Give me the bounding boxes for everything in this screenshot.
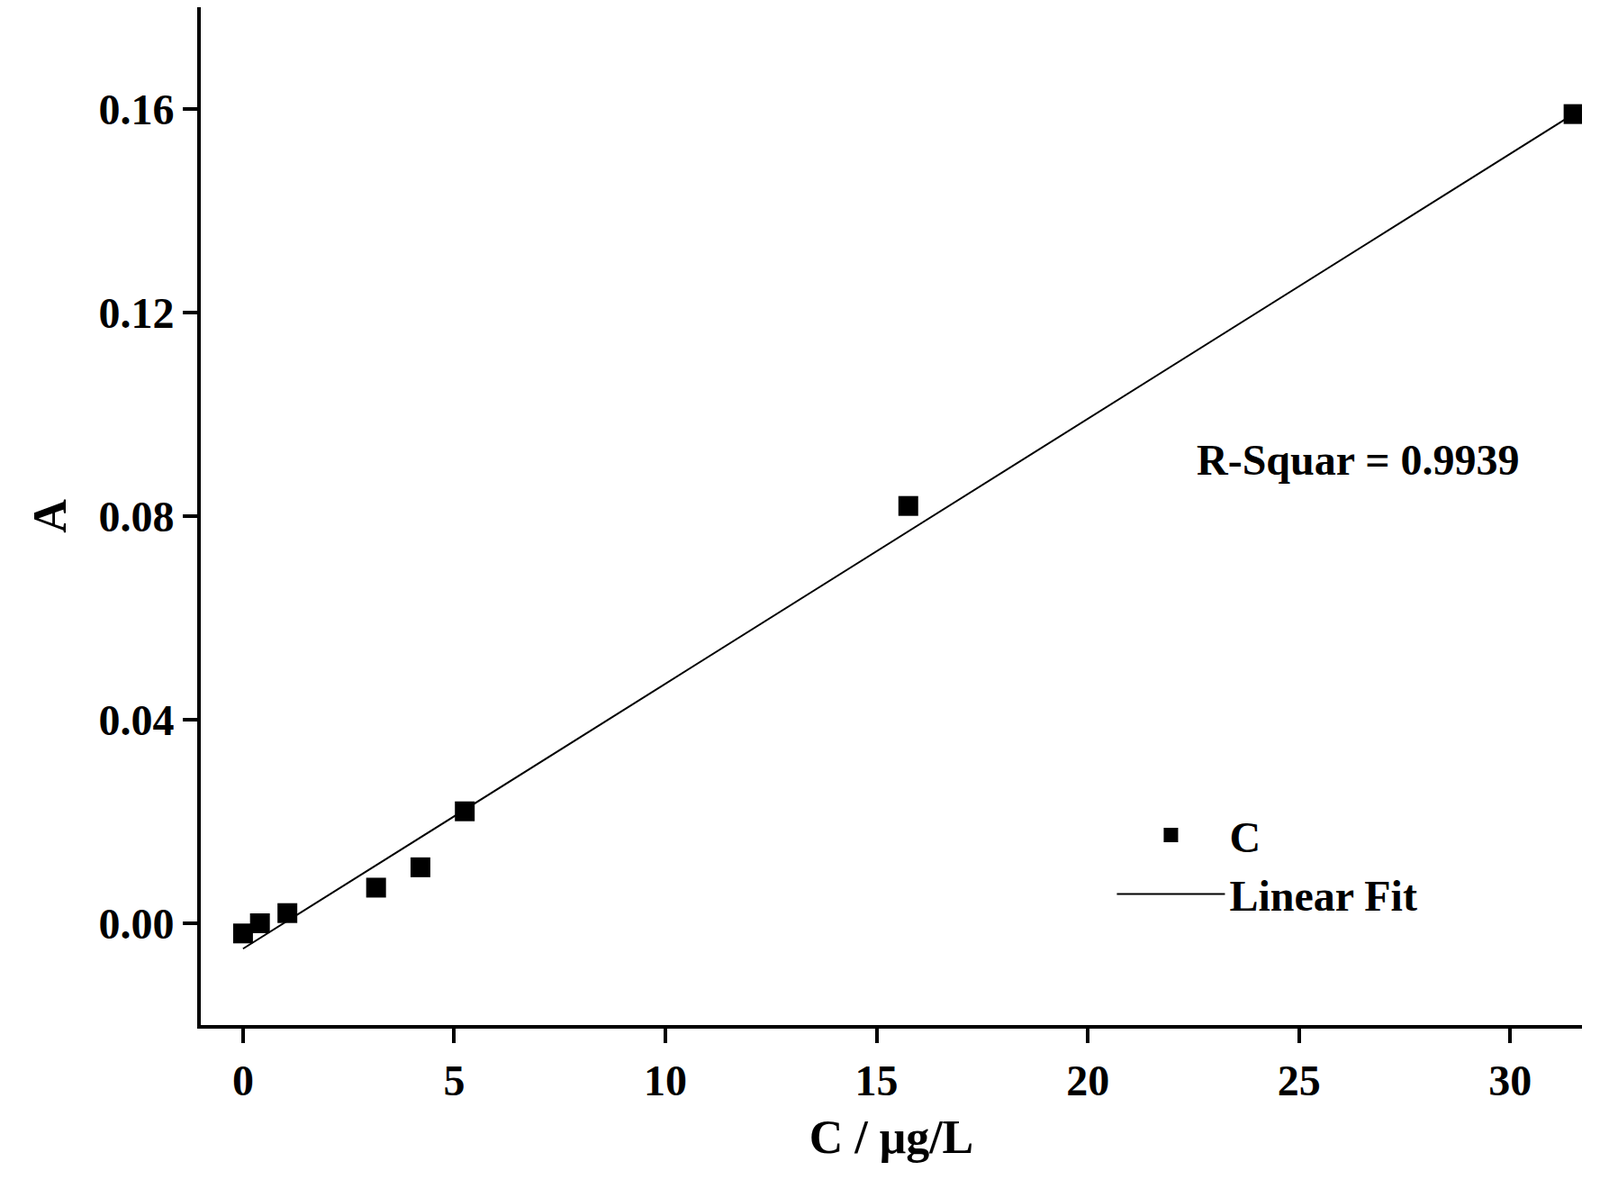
svg-text:0.00: 0.00 (98, 899, 174, 948)
svg-text:0.08: 0.08 (98, 492, 174, 541)
svg-text:20: 20 (1066, 1056, 1110, 1104)
svg-text:15: 15 (855, 1056, 899, 1104)
svg-text:5: 5 (442, 1056, 465, 1104)
svg-text:0.16: 0.16 (98, 85, 174, 134)
svg-text:10: 10 (643, 1056, 688, 1104)
svg-text:0: 0 (232, 1056, 254, 1104)
svg-text:0.12: 0.12 (98, 289, 174, 337)
svg-text:A: A (24, 498, 76, 534)
svg-text:C / μg/L: C / μg/L (809, 1111, 975, 1163)
svg-text:C: C (1229, 813, 1261, 861)
svg-text:0.04: 0.04 (98, 696, 174, 744)
svg-text:R-Squar = 0.9939: R-Squar = 0.9939 (1196, 435, 1520, 484)
svg-text:30: 30 (1488, 1056, 1532, 1104)
svg-text:Linear Fit: Linear Fit (1229, 871, 1417, 920)
svg-text:25: 25 (1277, 1056, 1321, 1104)
